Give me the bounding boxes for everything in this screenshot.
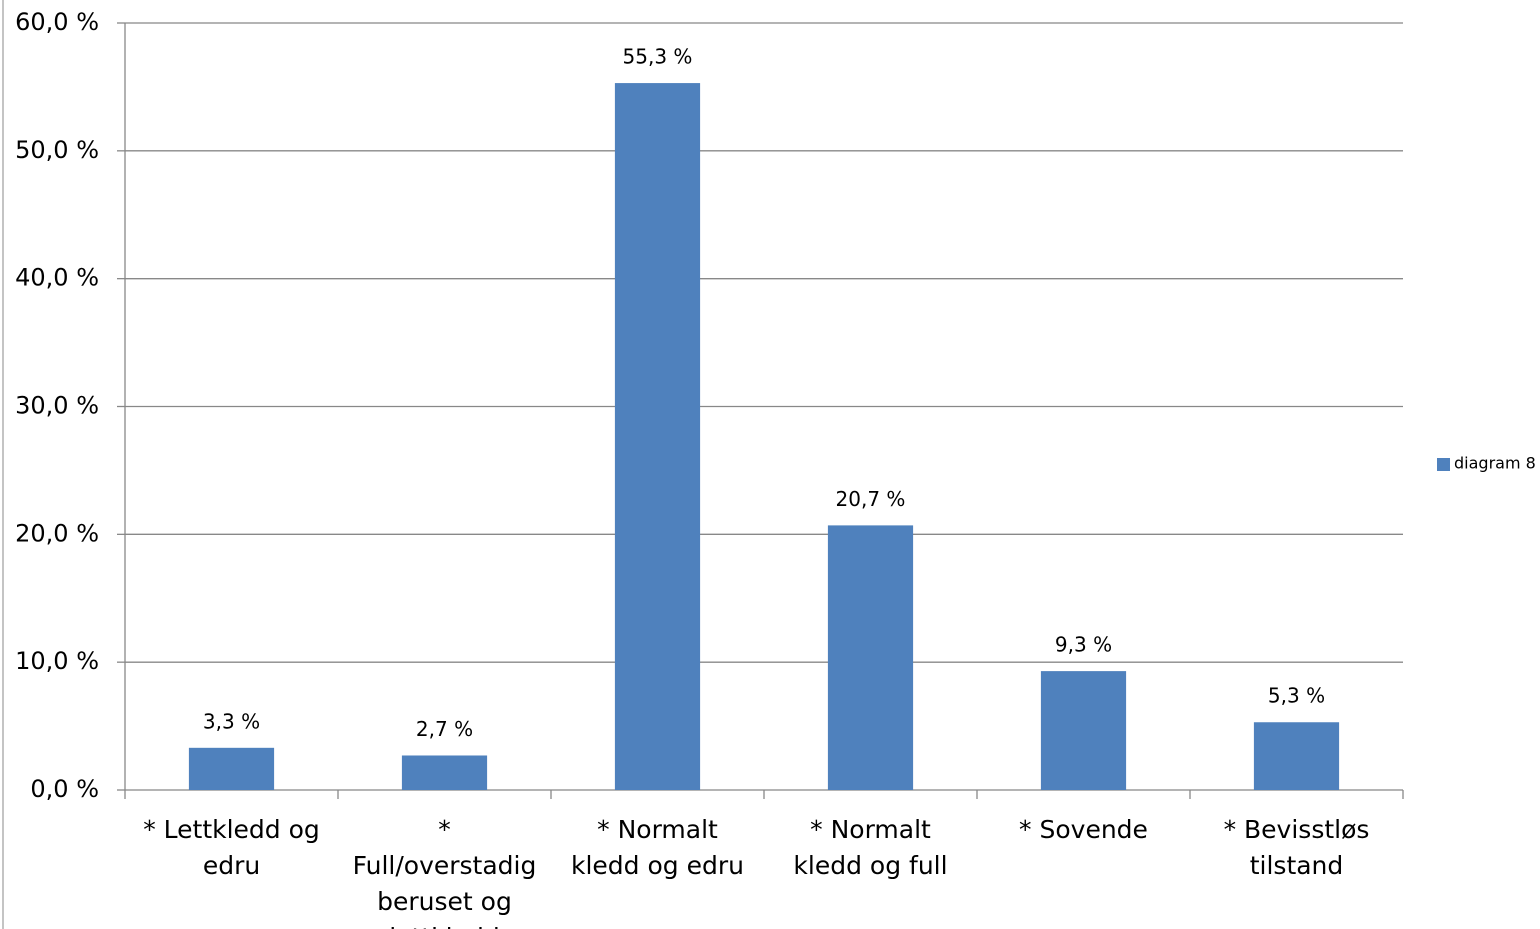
x-tick-label: * Normalt kledd og edru	[571, 815, 744, 880]
data-label: 5,3 %	[1268, 684, 1325, 708]
bar	[614, 83, 701, 790]
x-tick-label: * Bevisstløs tilstand	[1223, 815, 1370, 880]
data-label: 2,7 %	[416, 717, 473, 741]
y-tick-label: 20,0 %	[15, 519, 99, 547]
data-label: 9,3 %	[1055, 633, 1112, 657]
data-label: 55,3 %	[623, 45, 693, 69]
legend-swatch	[1437, 458, 1450, 471]
bar	[1040, 671, 1127, 790]
data-label: 20,7 %	[836, 487, 906, 511]
y-tick-label: 10,0 %	[15, 647, 99, 675]
x-tick-label: * Sovende	[1019, 815, 1148, 844]
data-label: 3,3 %	[203, 709, 260, 733]
bar	[401, 755, 488, 790]
x-tick-label: * Full/overstadig beruset og lettkledd	[352, 815, 537, 929]
y-tick-label: 60,0 %	[15, 8, 99, 36]
y-tick-label: 40,0 %	[15, 264, 99, 292]
y-tick-label: 0,0 %	[30, 775, 99, 803]
y-tick-label: 30,0 %	[15, 392, 99, 420]
bar	[1253, 722, 1340, 790]
x-tick-label: * Normalt kledd og full	[793, 815, 948, 880]
x-tick-label: * Lettkledd og edru	[143, 815, 320, 880]
legend-label: diagram 8	[1454, 454, 1536, 473]
bar	[188, 747, 275, 790]
y-tick-label: 50,0 %	[15, 136, 99, 164]
bar	[827, 525, 914, 790]
